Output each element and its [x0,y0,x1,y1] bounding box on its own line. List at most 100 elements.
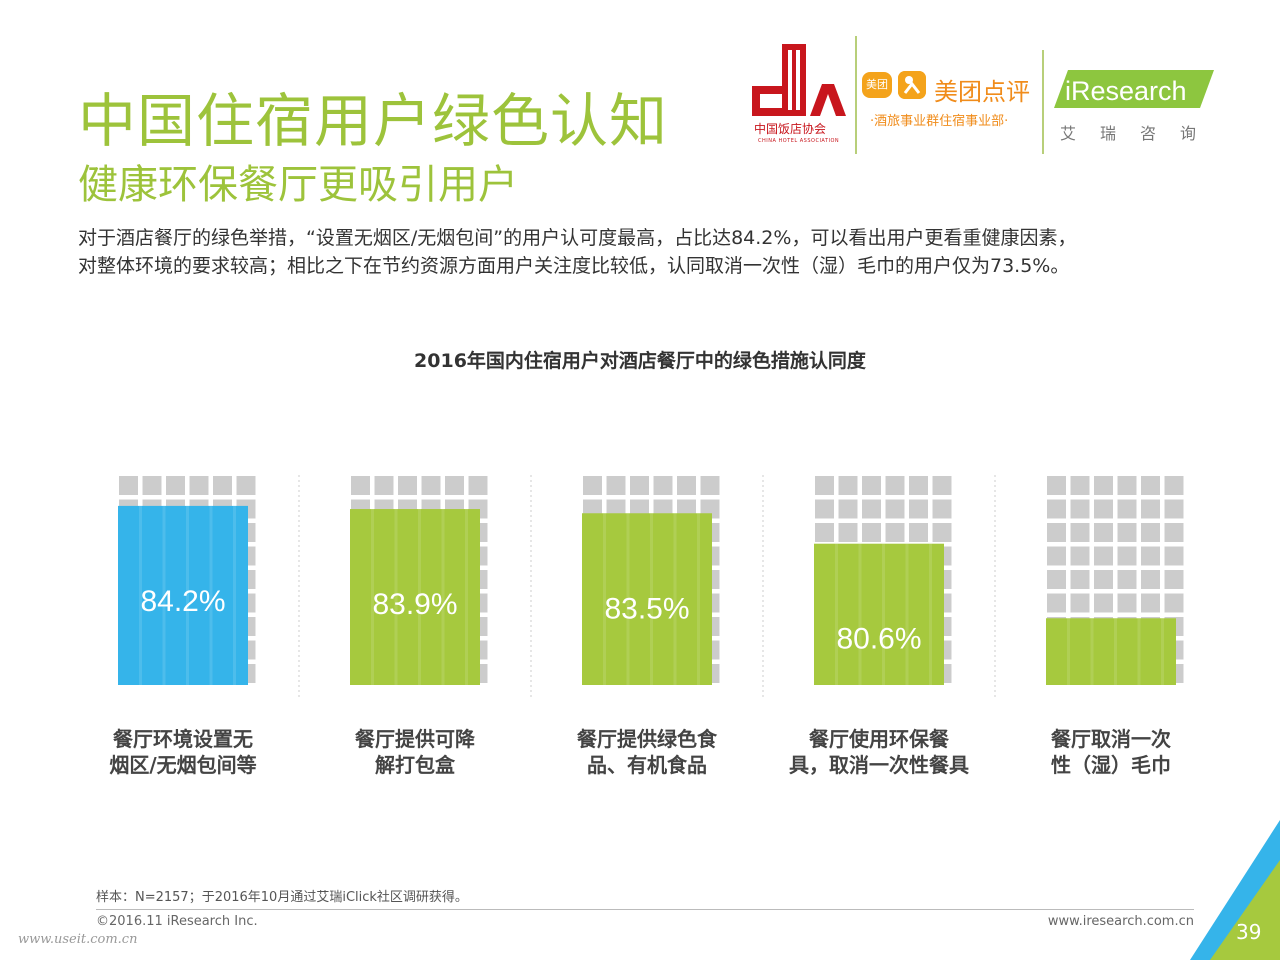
grid-cell [909,523,928,542]
grid-cell [1047,593,1066,613]
category-label: 餐厅提供绿色食 品、有机食品 [547,726,747,778]
cha-name: 中国饭店协会 [754,122,827,136]
grid-cell [1164,476,1184,495]
grid-cell [606,476,626,495]
grid-cell [838,499,858,519]
grid-cell [142,476,162,495]
bar-group: 84.2% [118,476,256,685]
logo-divider [1042,50,1044,154]
page-title: 中国住宿用户绿色认知 [78,87,669,155]
grid-cell [1164,593,1184,613]
category-label-line: 餐厅提供绿色食 [577,727,717,751]
grid-cell [1094,476,1113,495]
description: 对于酒店餐厅的绿色举措，“设置无烟区/无烟包间”的用户认可度最高，占比达84.2… [78,224,1218,280]
grid-cell [885,523,905,542]
category-label: 餐厅取消一次 性（湿）毛巾 [1011,726,1211,778]
bar-group: 83.5% [582,476,720,685]
bar [350,509,480,685]
logo-divider [855,36,857,154]
grid-cell [1164,499,1184,519]
grid-cell [1164,570,1184,589]
data-label: 83.9% [372,588,457,621]
grid-cell [119,476,138,495]
meituan-text: 美团点评 [934,78,1030,106]
grid-cell [1141,523,1160,542]
footer-url: www.iresearch.com.cn [1047,914,1194,929]
bar [118,505,248,685]
copyright: ©2016.11 iResearch Inc. [96,914,258,929]
category-label: 餐厅环境设置无 烟区/无烟包间等 [83,726,283,778]
grid-cell [1070,523,1090,542]
grid-cell [236,476,256,495]
grid-cell [1047,523,1066,542]
grid-cell [630,476,649,495]
grid-cell [374,476,394,495]
grid-cell [1070,476,1090,495]
grid-cell [421,476,441,495]
grid-cell [909,499,928,519]
dianping-logo-icon [898,71,926,99]
grid-cell [1117,476,1137,495]
grid-cell [1094,523,1113,542]
grid-cell [862,476,881,495]
grid-cell [1141,476,1160,495]
grid-cell [1141,546,1160,566]
grid-cell [166,476,185,495]
grid-cell [1070,546,1090,566]
grid-cell [213,476,232,495]
watermark: www.useit.com.cn [18,932,138,947]
page-number: 39 [1236,920,1262,944]
category-label-line: 餐厅使用环保餐 [809,727,949,751]
bar [814,543,944,685]
grid-cell [1164,546,1184,566]
data-label: 83.5% [604,592,689,625]
bar [582,513,712,685]
cha-english-name: CHINA HOTEL ASSOCIATION [758,138,840,144]
grid-cell [1094,546,1113,566]
grid-cell [1047,570,1066,589]
grid-cell [468,476,488,495]
bar-group: 73.5% [1046,476,1184,700]
bar [1046,618,1176,685]
grid-cell [1070,570,1090,589]
grid-cell [885,476,905,495]
footer-divider [96,909,1194,910]
grid-cell [189,476,209,495]
category-label-line: 餐厅环境设置无 [113,727,253,751]
meituan-logo-icon: 美团 [862,72,892,98]
partner-logos: 中国饭店协会 CHINA HOTEL ASSOCIATION 美团 美团点评 ·… [738,36,1228,156]
grid-cell [677,476,696,495]
grid-cell [351,476,370,495]
grid-cell [583,476,602,495]
iresearch-logo-icon [1054,70,1214,108]
chart-title: 2016年国内住宿用户对酒店餐厅中的绿色措施认同度 [414,350,866,372]
grid-cell [1141,593,1160,613]
grid-cell [838,476,858,495]
category-label-line: 餐厅提供可降 [355,727,475,751]
cha-logo-icon [752,44,846,116]
grid-cell [909,476,928,495]
grid-cell [1117,523,1137,542]
category-label: 餐厅使用环保餐 具，取消一次性餐具 [779,726,979,778]
iresearch-text: iResearch [1065,76,1187,106]
category-label: 餐厅提供可降 解打包盒 [315,726,515,778]
source-note: 样本：N=2157；于2016年10月通过艾瑞iClick社区调研获得。 [96,890,468,905]
bar-group: 80.6% [814,476,952,685]
grid-cell [932,523,952,542]
grid-cell [653,476,673,495]
grid-cell [1047,546,1066,566]
grid-cell [862,499,881,519]
grid-cell [1117,499,1137,519]
data-label: 80.6% [836,623,921,656]
grid-cell [885,499,905,519]
grid-cell [1141,570,1160,589]
grid-cell [932,499,952,519]
grid-cell [815,499,834,519]
category-label-line: 性（湿）毛巾 [1051,753,1171,777]
grid-cell [838,523,858,542]
category-label-line: 具，取消一次性餐具 [789,753,969,777]
grid-cell [862,523,881,542]
page-subtitle: 健康环保餐厅更吸引用户 [78,162,518,208]
bar-group: 83.9% [350,476,488,685]
iresearch-cn: 艾瑞咨询 [1060,124,1221,143]
